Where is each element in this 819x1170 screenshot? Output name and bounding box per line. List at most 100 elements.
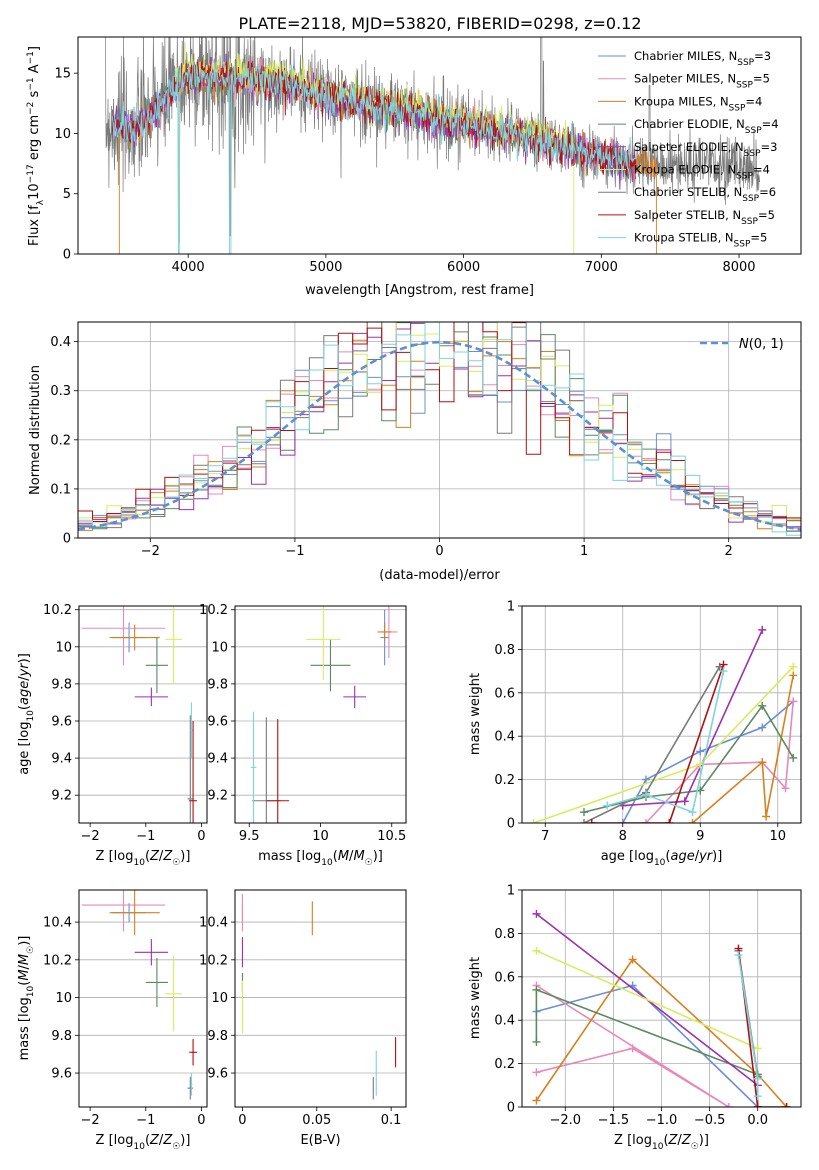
axes-age-vs-Z: −2 −1 0 9.2 9.4 9.6 9.8 10 10.2 Z [log10(Z/Z☉)] ag… bbox=[17, 603, 208, 868]
axes-frame bbox=[234, 605, 407, 824]
y-tick-label: 1 bbox=[507, 600, 515, 615]
legend-entry: Kroupa MILES, NSSP=4 bbox=[634, 94, 762, 113]
y-tick-label: 9.2 bbox=[51, 789, 72, 804]
y-tick-label: 0 bbox=[507, 817, 515, 832]
axes-age-vs-mass: 9.5 10 10.5 9.2 9.4 9.6 9.8 10 10.2 mass [log10(M… bbox=[199, 603, 407, 868]
weight-marker bbox=[753, 1092, 762, 1101]
weight-marker bbox=[696, 747, 705, 756]
error-bar-point bbox=[145, 957, 169, 1007]
error-bar-point bbox=[190, 1073, 193, 1096]
error-bar-point bbox=[187, 1076, 194, 1100]
weight-marker bbox=[781, 784, 790, 793]
y-tick-label: 10.2 bbox=[43, 603, 72, 618]
weight-line bbox=[536, 950, 759, 1050]
x-tick-label: 8 bbox=[619, 829, 627, 844]
weight-marker bbox=[665, 819, 674, 823]
axes-frame bbox=[521, 605, 802, 824]
legend-entry: Salpeter STELIB, NSSP=5 bbox=[634, 208, 775, 227]
weight-marker bbox=[789, 662, 798, 671]
legend-entry: Kroupa STELIB, NSSP=5 bbox=[634, 231, 767, 250]
weight-series bbox=[532, 946, 762, 1053]
weight-marker bbox=[734, 951, 743, 960]
x-tick-label: 10 bbox=[769, 829, 786, 844]
weight-marker bbox=[532, 946, 541, 955]
weight-marker bbox=[532, 985, 541, 994]
y-tick-label: 0.3 bbox=[50, 384, 71, 399]
y-tick-label: 0.2 bbox=[494, 773, 515, 788]
plot-area bbox=[250, 606, 398, 823]
x-tick-label: −0.5 bbox=[694, 1113, 726, 1128]
weight-marker bbox=[724, 1103, 733, 1107]
y-tick-label: 0.8 bbox=[494, 927, 515, 942]
y-tick-label: 10.2 bbox=[199, 953, 228, 968]
y-tick-label: 1 bbox=[507, 884, 515, 899]
weight-marker bbox=[587, 819, 596, 823]
y-tick-label: 0.4 bbox=[50, 335, 71, 350]
weight-marker bbox=[719, 667, 728, 676]
x-tick-label: 7000 bbox=[585, 260, 618, 275]
weight-line bbox=[591, 664, 725, 823]
plot-area bbox=[81, 606, 197, 823]
y-tick-label: 0.2 bbox=[494, 1057, 515, 1072]
x-tick-label: 0.05 bbox=[302, 1113, 331, 1128]
axes-mass-vs-Z: −2 −1 0 9.6 9.8 10 10.2 10.4 Z [log10(Z/Z☉)] mass… bbox=[17, 889, 208, 1152]
x-axis-label: mass [log10(M/M☉)] bbox=[258, 849, 383, 868]
x-tick-label: 5000 bbox=[309, 260, 342, 275]
weight-series bbox=[734, 944, 791, 1107]
y-axis-label: mass weight bbox=[468, 957, 483, 1039]
x-tick-label: 10 bbox=[312, 829, 329, 844]
weight-series bbox=[734, 951, 762, 1101]
x-axis-label: Z [log10(Z/Z☉)] bbox=[96, 849, 191, 868]
plot-area bbox=[105, 37, 761, 254]
histogram-step bbox=[78, 322, 801, 536]
weight-series bbox=[618, 697, 798, 823]
x-tick-label: 6000 bbox=[447, 260, 480, 275]
weight-marker bbox=[688, 808, 697, 817]
y-tick-label: 0.6 bbox=[494, 970, 515, 985]
weight-marker bbox=[688, 819, 697, 823]
y-tick-label: 10.4 bbox=[199, 916, 228, 931]
y-tick-label: 0.2 bbox=[50, 433, 71, 448]
y-tick-label: 10.2 bbox=[199, 603, 228, 618]
legend-entry: Chabrier STELIB, NSSP=6 bbox=[634, 185, 776, 204]
weight-marker bbox=[762, 812, 771, 821]
y-axis-label: mass weight bbox=[468, 673, 483, 755]
weight-marker bbox=[642, 775, 650, 784]
legend-entry: Kroupa ELODIE, NSSP=4 bbox=[634, 163, 770, 182]
weight-marker bbox=[618, 819, 627, 823]
x-tick-label: −1 bbox=[285, 544, 304, 559]
weight-marker bbox=[753, 1074, 762, 1083]
weight-series bbox=[587, 660, 728, 823]
y-tick-label: 0 bbox=[507, 1101, 515, 1116]
y-tick-label: 15 bbox=[54, 67, 71, 82]
weight-marker bbox=[580, 819, 588, 823]
legend: Chabrier MILES, NSSP=3 Salpeter MILES, NS… bbox=[598, 49, 779, 250]
weight-marker bbox=[628, 955, 637, 964]
y-axis-label: mass [log10(M/M☉)] bbox=[17, 936, 36, 1061]
y-tick-label: 0.6 bbox=[494, 686, 515, 701]
error-bar-point bbox=[250, 711, 257, 823]
x-tick-label: −1.0 bbox=[646, 1113, 678, 1128]
plot-area bbox=[81, 890, 197, 1100]
y-tick-label: 10.4 bbox=[43, 916, 72, 931]
weight-series bbox=[688, 671, 798, 823]
y-tick-label: 10.2 bbox=[43, 953, 72, 968]
weight-series bbox=[532, 981, 733, 1107]
error-bar-point bbox=[81, 606, 166, 666]
y-tick-label: 5 bbox=[63, 187, 71, 202]
error-bar-point bbox=[266, 719, 290, 823]
x-tick-label: −2.0 bbox=[550, 1113, 582, 1128]
error-bar-point bbox=[306, 606, 341, 681]
error-bar-point bbox=[145, 637, 169, 694]
y-tick-label: 9.6 bbox=[207, 714, 228, 729]
x-axis-label: wavelength [Angstrom, rest frame] bbox=[305, 283, 534, 298]
y-axis-label: Normed distribution bbox=[28, 365, 43, 495]
y-axis-label: Flux [fλ10−17 erg cm−2 s−1 A−1] bbox=[26, 46, 46, 246]
plot-area bbox=[78, 322, 801, 536]
axes-mass-weight-vs-Z: −2.0 −1.5 −1.0 −0.5 0.0 0 0.2 0.4 0.6 0.8 1 Z [log1… bbox=[468, 884, 802, 1152]
x-tick-label: 9.5 bbox=[239, 829, 260, 844]
y-tick-label: 9.6 bbox=[51, 714, 72, 729]
x-tick-label: −2 bbox=[81, 1113, 100, 1128]
y-tick-label: 9.8 bbox=[207, 677, 228, 692]
